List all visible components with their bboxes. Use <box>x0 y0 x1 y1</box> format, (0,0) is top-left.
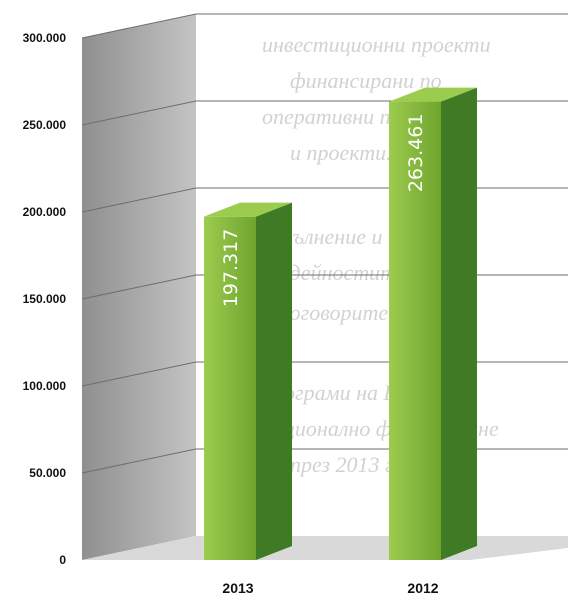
y-tick-label: 150.000 <box>23 292 67 306</box>
data-label: 197.317 <box>220 229 242 308</box>
x-tick-label: 2013 <box>222 580 253 596</box>
bar-front-face <box>389 101 441 561</box>
bar-2013: 197.317 <box>204 202 292 560</box>
y-tick-label: 200.000 <box>23 205 67 219</box>
y-tick-label: 50.000 <box>29 466 66 480</box>
bar-side-face <box>256 202 292 560</box>
bar-front-face <box>204 216 256 560</box>
y-tick-label: 250.000 <box>23 118 67 132</box>
bar-top-face <box>389 87 477 102</box>
svg-text:и проекти.: и проекти. <box>290 140 392 165</box>
x-tick-label: 2012 <box>407 580 438 596</box>
svg-text:финансирани по: финансирани по <box>290 68 442 93</box>
data-label: 263.461 <box>405 114 427 193</box>
y-tick-label: 100.000 <box>23 379 67 393</box>
svg-text:през 2013 г.: през 2013 г. <box>290 452 399 477</box>
y-tick-label: 0 <box>59 553 66 567</box>
svg-text:инвестиционни проекти: инвестиционни проекти <box>262 32 491 57</box>
bar-top-face <box>204 202 292 217</box>
bar-2012: 263.461 <box>389 87 477 561</box>
y-tick-label: 300.000 <box>23 31 67 45</box>
gridline <box>81 13 568 39</box>
bar-side-face <box>441 87 477 561</box>
